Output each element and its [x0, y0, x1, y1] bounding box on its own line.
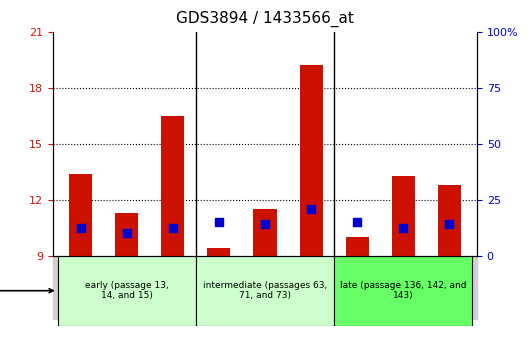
Point — [353, 219, 361, 225]
Text: intermediate (passages 63,
71, and 73): intermediate (passages 63, 71, and 73) — [203, 281, 327, 301]
Text: development stage: development stage — [0, 286, 53, 296]
Text: early (passage 13,
14, and 15): early (passage 13, 14, and 15) — [85, 281, 169, 301]
FancyBboxPatch shape — [334, 256, 472, 326]
Bar — [346, 237, 369, 256]
Point — [261, 221, 269, 227]
Bar — [207, 248, 231, 256]
Text: late (passage 136, 142, and
143): late (passage 136, 142, and 143) — [340, 281, 466, 301]
FancyBboxPatch shape — [196, 256, 334, 326]
Point — [445, 221, 454, 227]
Bar — [438, 185, 461, 256]
Point — [215, 219, 223, 225]
Text: GDS3894 / 1433566_at: GDS3894 / 1433566_at — [176, 11, 354, 27]
Bar — [115, 213, 138, 256]
Bar — [299, 65, 323, 256]
Point — [307, 206, 315, 212]
Bar — [69, 174, 92, 256]
Bar — [161, 116, 184, 256]
Point — [399, 225, 408, 230]
Point — [76, 225, 85, 230]
Bar — [253, 209, 277, 256]
FancyBboxPatch shape — [58, 256, 196, 326]
Point — [169, 225, 177, 230]
Bar — [392, 176, 415, 256]
Point — [122, 230, 131, 236]
